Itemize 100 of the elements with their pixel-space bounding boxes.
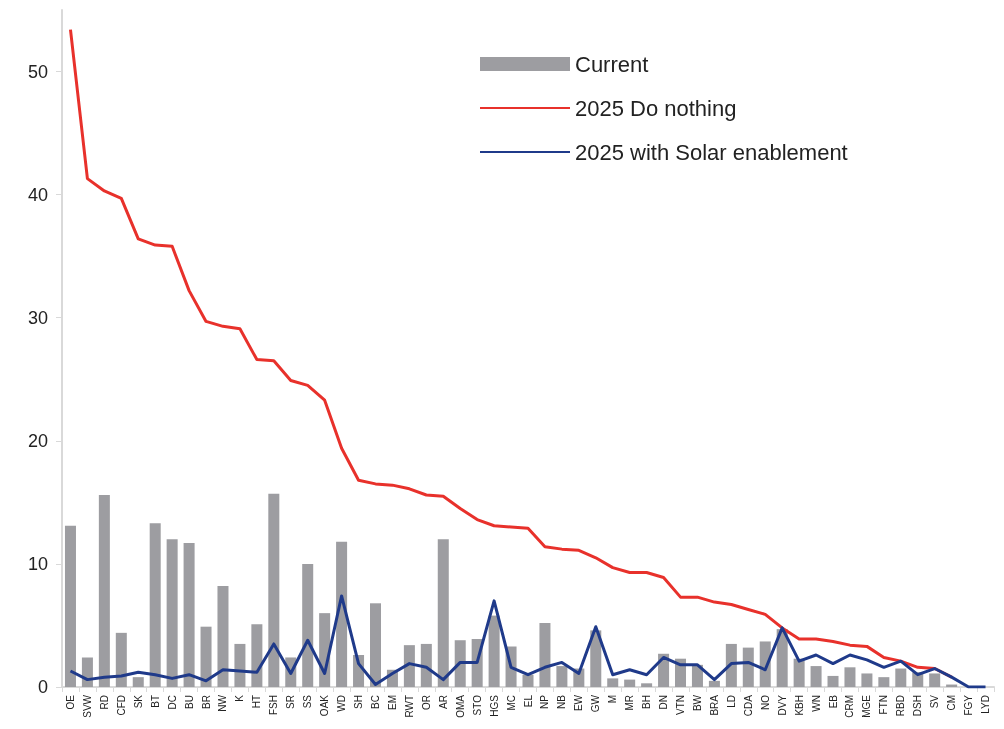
y-tick-label: 10 [27,553,48,574]
x-tick-label: EL [522,694,534,708]
x-tick-label: MGE [861,694,873,718]
x-tick-label: WN [810,695,822,712]
x-tick-label: M [607,695,619,704]
x-tick-label: RBD [895,695,907,717]
x-tick-label: GW [590,694,602,713]
x-tick-label: CM [946,695,958,711]
bar [132,677,144,687]
x-tick-label: CFD [115,695,127,716]
bar [878,677,890,687]
bar [251,624,263,687]
x-tick-label: STO [471,694,483,716]
y-tick-label: 40 [27,184,48,205]
bar [268,493,280,687]
bar [742,647,754,687]
x-tick-label: AR [437,695,449,709]
bar [827,675,839,687]
bar [708,680,720,687]
x-tick-label: SVW [81,694,93,718]
x-tick-label: K [234,694,246,702]
x-tick-label: BRA [708,694,720,716]
bar [64,525,76,687]
legend-label: Current [575,51,649,77]
bar [624,679,636,687]
x-tick-label: BT [149,695,161,708]
bar [929,673,941,687]
x-tick-label: BR [200,695,212,709]
x-tick-label: SH [353,695,365,709]
bar [437,539,449,687]
x-tick-label: EB [827,694,839,709]
bar [98,494,110,687]
x-tick-label: EM [386,695,398,710]
x-tick-label: NB [556,694,568,709]
x-tick-label: VTN [675,695,687,715]
x-tick-label: CRM [844,695,856,718]
bar [641,683,653,687]
x-tick-label: OAK [319,694,331,717]
y-tick-label: 20 [27,430,48,451]
y-tick-label: 50 [27,61,48,82]
x-tick-label: OMA [454,694,466,718]
line-series [68,594,988,689]
x-tick-label: FTN [878,695,890,715]
bar [488,615,500,687]
x-tick-label: EW [573,694,585,712]
bar [539,622,551,687]
x-tick-label: HT [251,695,263,709]
bar [556,666,568,687]
bar [454,640,466,687]
x-tick-label: SV [929,694,941,709]
x-tick-label: LD [725,695,737,708]
x-tick-label: FSH [268,695,280,715]
x-tick-label: MC [505,695,517,711]
x-tick-label: MR [624,695,636,711]
bar [234,643,246,687]
bar [200,626,212,687]
x-tick-label: NO [759,694,771,710]
x-tick-label: BH [641,695,653,709]
x-tick-label: OR [420,695,432,710]
x-tick-label: SK [132,694,144,709]
bar [115,632,127,687]
x-tick-label: HGS [488,694,500,717]
x-tick-label: DC [166,695,178,710]
bar [793,658,805,687]
x-tick-label: RD [98,695,110,710]
x-tick-label: DN [658,695,670,710]
bar [183,542,195,687]
x-tick-label: BU [183,695,195,709]
bar [336,541,348,687]
x-tick-label: NW [217,694,229,712]
bar [895,668,907,687]
bar [725,643,737,687]
bar [607,678,619,687]
bar [844,667,856,687]
bar [522,674,534,687]
x-tick-label: OE [64,694,76,710]
x-tick-label: BC [369,695,381,709]
bar [420,643,432,687]
bar [861,673,873,687]
bar [302,563,314,687]
x-tick-label: KBH [793,695,805,716]
x-tick-label: RWT [403,695,415,718]
bar [166,539,178,687]
bar [149,523,161,687]
bar [810,666,822,687]
x-tick-label: WD [336,695,348,712]
x-tick-label: DSH [912,695,924,717]
x-tick-label: CDA [742,694,754,717]
y-tick-label: 0 [37,677,48,697]
x-tick-label: DVY [776,694,788,716]
legend-label: 2025 Do nothing [575,95,737,121]
bar [369,603,381,687]
bar [217,586,229,687]
x-tick-label: FGY [963,694,975,716]
x-tick-label: LYD [980,695,992,714]
x-tick-label: SS [302,694,314,709]
x-tick-label: SR [285,695,297,709]
legend-label: 2025 with Solar enablement [575,139,848,165]
x-tick-label: NP [539,694,551,709]
y-tick-label: 30 [27,307,48,328]
